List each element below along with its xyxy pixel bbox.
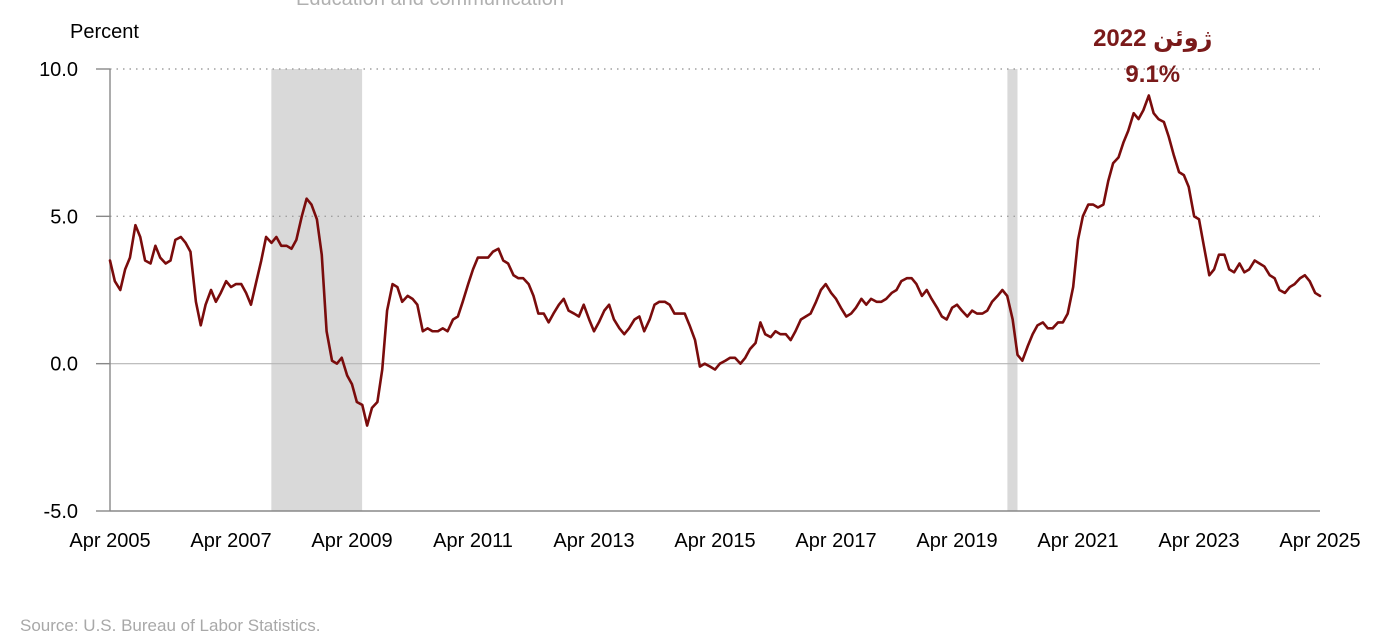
x-tick-label-0: Apr 2005 <box>69 530 150 552</box>
x-tick-label-9: Apr 2023 <box>1158 530 1239 552</box>
y-tick-label-3: -5.0 <box>44 501 78 523</box>
y-tick-label-0: 10.0 <box>39 59 78 81</box>
axes <box>109 69 1320 512</box>
top-cut-label: Education and communication <box>296 0 564 10</box>
source-note: Source: U.S. Bureau of Labor Statistics. <box>20 616 320 635</box>
x-tick-label-6: Apr 2017 <box>795 530 876 552</box>
peak-annotation-date: ژوئن 2022 <box>1093 25 1212 52</box>
series-line <box>108 94 1322 427</box>
x-tick-label-1: Apr 2007 <box>190 530 271 552</box>
x-tick-label-4: Apr 2013 <box>553 530 634 552</box>
gridlines <box>110 68 1320 365</box>
x-tick-label-10: Apr 2025 <box>1279 530 1360 552</box>
x-tick-labels: Apr 2005 Apr 2007 Apr 2009 Apr 2011 Apr 2013… <box>69 530 1360 552</box>
x-tick-label-7: Apr 2019 <box>916 530 997 552</box>
x-tick-label-3: Apr 2011 <box>433 530 513 552</box>
recession-band-0 <box>271 69 363 511</box>
recession-band-1 <box>1007 69 1018 511</box>
y-tick-labels: 10.0 5.0 0.0 -5.0 <box>39 59 110 523</box>
peak-annotation-value: 9.1% <box>1125 61 1180 88</box>
x-tick-label-5: Apr 2015 <box>674 530 755 552</box>
recession-bands <box>271 69 1018 511</box>
x-tick-label-2: Apr 2009 <box>311 530 392 552</box>
y-tick-label-2: 0.0 <box>50 354 78 376</box>
y-axis-title: Percent <box>70 21 139 43</box>
x-tick-label-8: Apr 2021 <box>1037 530 1118 552</box>
y-tick-label-1: 5.0 <box>50 206 78 228</box>
